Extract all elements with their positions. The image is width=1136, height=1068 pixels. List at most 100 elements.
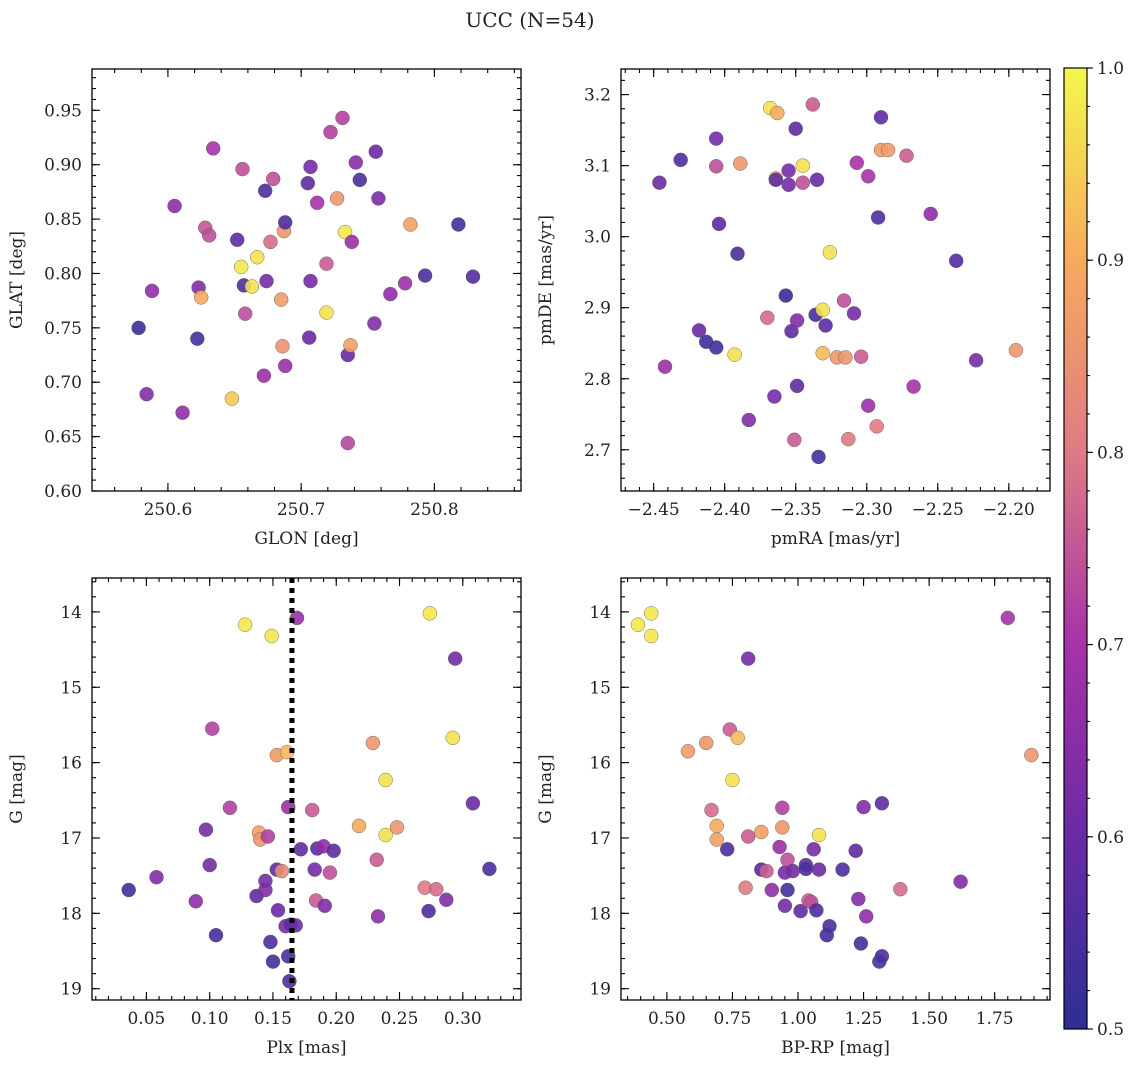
- scatter-point: [378, 772, 393, 788]
- scatter-point: [307, 862, 322, 877]
- scatter-point: [204, 721, 220, 736]
- scatter-point: [244, 279, 260, 294]
- scatter-point: [630, 617, 646, 632]
- scatter-point: [343, 338, 358, 353]
- scatter-point: [818, 318, 833, 333]
- scatter-point: [652, 175, 667, 190]
- axes-frame: [91, 68, 522, 492]
- scatter-point: [709, 818, 724, 834]
- colorbar-tick-label: 1.0: [1097, 59, 1124, 79]
- scatter-point: [870, 210, 886, 225]
- scatter-point: [778, 288, 793, 303]
- x-tick-label: 0.75: [714, 1009, 752, 1029]
- x-tick-label: −2.25: [912, 500, 964, 520]
- scatter-point: [367, 316, 382, 331]
- axes-frame: [620, 68, 1051, 492]
- scatter-point: [809, 172, 825, 188]
- scatter-point: [841, 431, 856, 447]
- scatter-point: [815, 302, 830, 317]
- x-tick-label: −2.40: [699, 500, 751, 520]
- scatter-point: [258, 183, 273, 199]
- scatter-point: [121, 882, 136, 898]
- scatter-point: [644, 606, 659, 621]
- scatter-point: [772, 839, 787, 855]
- scatter-point: [775, 820, 790, 835]
- scatter-point: [322, 865, 338, 880]
- scatter-point: [270, 903, 286, 918]
- panel-pmra-pmde: −2.45 −2.40 −2.35 −2.30 −2.25 −2.20 2.7 2.8 2.9 3…: [536, 68, 1051, 549]
- x-tick-label: 250.6: [144, 500, 193, 520]
- scatter-point: [371, 191, 386, 206]
- scatter-point: [131, 320, 146, 336]
- scatter-point: [727, 347, 742, 362]
- colorbar-tick-label: 0.8: [1097, 443, 1124, 463]
- scatter-point: [482, 861, 497, 877]
- scatter-point: [811, 449, 826, 465]
- x-axis-label: GLON [deg]: [254, 529, 358, 549]
- scatter-point: [274, 863, 289, 879]
- y-tick-label: 3.2: [584, 86, 611, 106]
- x-tick-label: 1.00: [779, 1009, 817, 1029]
- scatter-point: [923, 206, 938, 222]
- x-axis-label: pmRA [mas/yr]: [771, 529, 900, 549]
- y-tick-label: 2.9: [584, 299, 611, 319]
- scatter-point: [352, 172, 367, 188]
- scatter-point: [205, 141, 221, 156]
- scatter-point: [869, 419, 884, 434]
- scatter-point: [899, 148, 914, 163]
- x-axis-label: Plx [mas]: [266, 1038, 346, 1058]
- x-tick-label: 0.30: [444, 1009, 482, 1029]
- scatter-point: [282, 974, 297, 989]
- scatter-point: [835, 862, 850, 877]
- scatter-point: [709, 832, 724, 847]
- scatter-point: [222, 800, 238, 815]
- scatter-point: [733, 156, 748, 171]
- scatter-point: [370, 909, 386, 924]
- scatter-point: [208, 928, 224, 943]
- scatter-point: [780, 882, 795, 898]
- scatter-point: [848, 843, 863, 858]
- scatter-point: [335, 110, 350, 126]
- scatter-point: [274, 292, 289, 307]
- scatter-point: [787, 432, 802, 447]
- scatter-point: [789, 313, 805, 328]
- scatter-point: [861, 169, 876, 184]
- y-tick-label: 0.70: [44, 373, 82, 393]
- x-tick-label: 0.25: [381, 1009, 419, 1029]
- scatter-point: [319, 305, 334, 320]
- y-tick-label: 0.95: [44, 101, 82, 121]
- scatter-point: [789, 378, 805, 394]
- colorbar-gradient: [1063, 67, 1088, 1030]
- y-tick-label: 18: [60, 904, 82, 924]
- x-axis-label: BP-RP [mag]: [781, 1038, 890, 1058]
- scatter-point: [968, 353, 984, 368]
- scatter-point: [741, 829, 756, 844]
- scatter-point: [263, 934, 278, 950]
- scatter-point: [202, 857, 217, 873]
- scatter-point: [730, 246, 745, 261]
- colorbar-tick-label: 0.7: [1097, 636, 1124, 656]
- scatter-point: [149, 870, 164, 885]
- scatter-point: [849, 155, 864, 171]
- scatter-point: [809, 903, 824, 918]
- scatter-point: [303, 273, 318, 289]
- scatter-point: [378, 827, 393, 843]
- scatter-point: [263, 234, 278, 250]
- y-tick-label: 16: [60, 754, 82, 774]
- scatter-point: [725, 772, 740, 788]
- scatter-point: [465, 269, 481, 284]
- y-axis-label: G [mag]: [7, 754, 27, 823]
- scatter-point: [303, 159, 318, 175]
- scatter-point: [874, 949, 890, 964]
- y-tick-label: 0.80: [44, 264, 82, 284]
- scatter-point: [785, 863, 800, 879]
- scatter-point: [805, 97, 820, 112]
- scatter-point: [167, 198, 182, 214]
- y-axis-label: G [mag]: [536, 754, 556, 823]
- scatter-point: [259, 273, 274, 289]
- scatter-point: [258, 873, 273, 889]
- axes-frame: [91, 577, 522, 1001]
- x-tick-label: −2.30: [841, 500, 893, 520]
- scatter-point: [644, 628, 659, 644]
